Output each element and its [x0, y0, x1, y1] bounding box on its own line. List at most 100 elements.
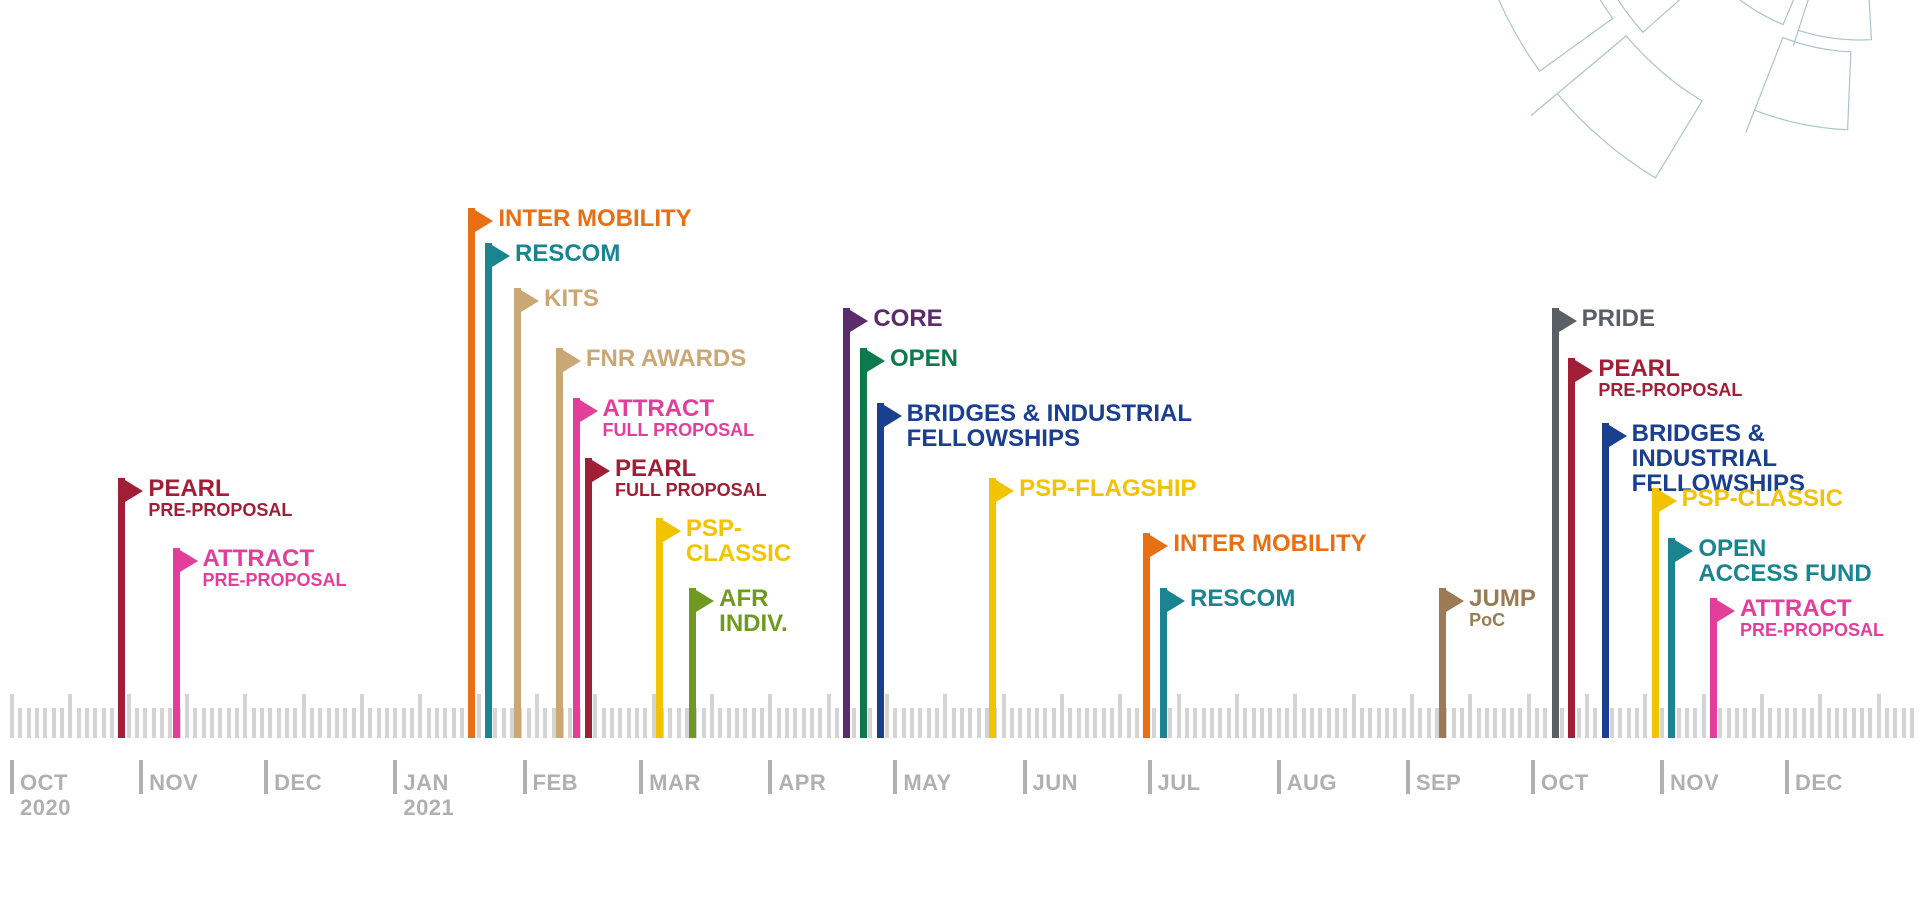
ruler-tick [885, 694, 889, 738]
month-tick [393, 760, 397, 794]
ruler-tick [1085, 708, 1089, 738]
flag-triangle-icon [1575, 360, 1593, 382]
ruler-tick [343, 708, 347, 738]
ruler-tick [1093, 708, 1097, 738]
month-tick [768, 760, 772, 794]
ruler-tick [1377, 708, 1381, 738]
flag-label: BRIDGES & INDUSTRIALFELLOWSHIPS [907, 401, 1192, 451]
ruler-tick [193, 708, 197, 738]
ruler-tick [1027, 708, 1031, 738]
ruler-tick [460, 708, 464, 738]
ruler-tick [285, 708, 289, 738]
ruler-tick [477, 694, 481, 738]
ruler-tick [1352, 694, 1356, 738]
ruler-tick [743, 708, 747, 738]
ruler-tick [327, 708, 331, 738]
flag-subtitle: PRE-PROPOSAL [203, 571, 347, 590]
flag-title-line: PEARL [1598, 355, 1679, 382]
ruler-tick [1410, 694, 1414, 738]
month-label: MAY [903, 770, 951, 795]
ruler-tick [902, 708, 906, 738]
ruler-tick [1243, 708, 1247, 738]
flag-subtitle: PRE-PROPOSAL [1740, 621, 1884, 640]
ruler-tick [1793, 708, 1797, 738]
ruler-tick [18, 708, 22, 738]
ruler-tick [1327, 708, 1331, 738]
ruler-tick [968, 708, 972, 738]
flag-pole [989, 478, 996, 738]
timeline-ruler [10, 650, 1910, 738]
flag-label: RESCOM [515, 241, 620, 266]
flag-pole [485, 243, 492, 738]
ruler-tick [768, 694, 772, 738]
ruler-tick [1860, 708, 1864, 738]
flag-title-line: OPEN [890, 345, 958, 372]
flag-pole [689, 588, 696, 738]
flag-label: INTER MOBILITY [1173, 531, 1366, 556]
ruler-tick [243, 694, 247, 738]
month-tick [264, 760, 268, 794]
ruler-tick [1885, 708, 1889, 738]
ruler-tick [1210, 708, 1214, 738]
ruler-tick [602, 708, 606, 738]
flag-pole [468, 208, 475, 738]
ruler-tick [1527, 694, 1531, 738]
month-label: JAN 2021 [403, 770, 454, 821]
flag-triangle-icon [580, 400, 598, 422]
month-label: NOV [149, 770, 198, 795]
flag-subtitle: FULL PROPOSAL [615, 481, 767, 500]
ruler-tick [1760, 694, 1764, 738]
ruler-tick [10, 694, 14, 738]
flag-label: PSP-FLAGSHIP [1019, 476, 1196, 501]
ruler-tick [1385, 708, 1389, 738]
ruler-tick [893, 708, 897, 738]
ruler-tick [868, 708, 872, 738]
ruler-tick [52, 708, 56, 738]
flag-title-line: PEARL [615, 455, 696, 482]
ruler-tick [1693, 708, 1697, 738]
flag-pole [556, 348, 563, 738]
ruler-tick [1193, 708, 1197, 738]
flag-pole [877, 403, 884, 738]
ruler-tick [143, 708, 147, 738]
flag-pole [1602, 423, 1609, 738]
flag-title-line: PSP- [686, 515, 742, 542]
flag-triangle-icon [1717, 600, 1735, 622]
ruler-tick [802, 708, 806, 738]
ruler-tick [1835, 708, 1839, 738]
ruler-tick [543, 708, 547, 738]
ruler-tick [627, 708, 631, 738]
ruler-tick [618, 708, 622, 738]
ruler-tick [268, 708, 272, 738]
ruler-tick [1260, 708, 1264, 738]
ruler-tick [1610, 708, 1614, 738]
ruler-tick [1785, 708, 1789, 738]
ruler-tick [385, 708, 389, 738]
flag-title-line: PSP-FLAGSHIP [1019, 475, 1196, 502]
ruler-tick [218, 708, 222, 738]
ruler-tick [960, 708, 964, 738]
ruler-tick [1110, 708, 1114, 738]
month-label: MAR [649, 770, 701, 795]
ruler-tick [1010, 708, 1014, 738]
ruler-tick [210, 708, 214, 738]
ruler-tick [1535, 708, 1539, 738]
flag-label: PEARLPRE-PROPOSAL [148, 476, 292, 520]
ruler-tick [818, 708, 822, 738]
ruler-tick [1560, 708, 1564, 738]
ruler-tick [1843, 708, 1847, 738]
ruler-tick [293, 708, 297, 738]
month-label: DEC [274, 770, 322, 795]
month-tick [893, 760, 897, 794]
ruler-tick [227, 708, 231, 738]
ruler-tick [1135, 708, 1139, 738]
month-label: OCT 2020 [20, 770, 71, 821]
ruler-tick [85, 708, 89, 738]
ruler-tick [1060, 694, 1064, 738]
month-label: OCT [1541, 770, 1589, 795]
ruler-tick [235, 708, 239, 738]
flag-triangle-icon [1446, 590, 1464, 612]
ruler-tick [1035, 708, 1039, 738]
ruler-tick [1227, 708, 1231, 738]
ruler-tick [1910, 708, 1914, 738]
